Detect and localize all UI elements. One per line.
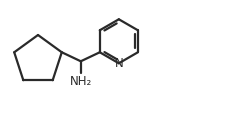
- Text: N: N: [115, 57, 123, 70]
- Text: NH₂: NH₂: [70, 75, 92, 88]
